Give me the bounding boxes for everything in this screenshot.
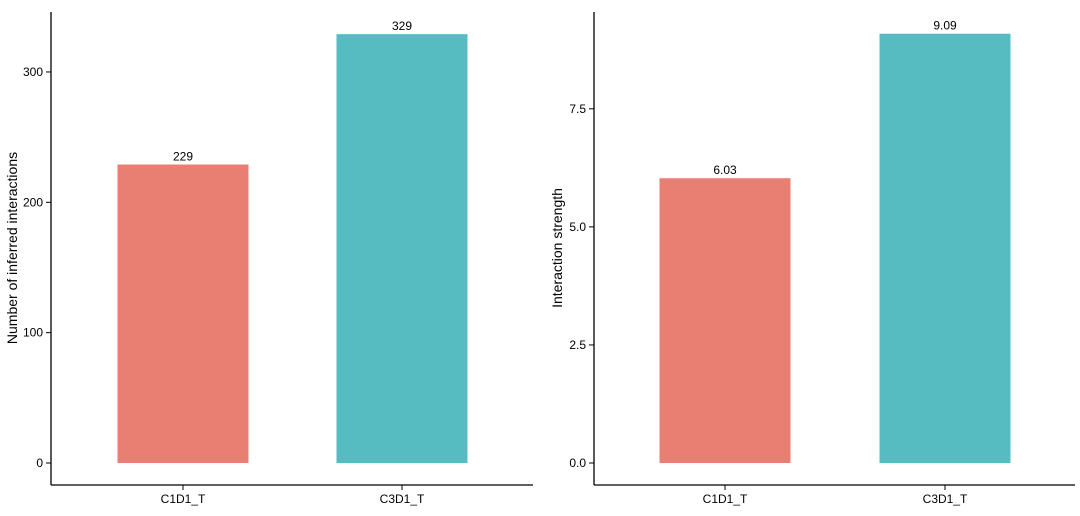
x-tick-label: C3D1_T bbox=[923, 492, 968, 506]
bar-c3d1-t bbox=[879, 33, 1011, 463]
y-axis-title: Number of inferred interactions bbox=[4, 152, 20, 344]
panel-interaction-strength: Interaction strength 0.0 2.5 5.0 7.5 6.03 C1D… bbox=[549, 12, 1075, 506]
y-tick-label: 300 bbox=[23, 65, 43, 79]
y-tick-label: 100 bbox=[23, 326, 43, 340]
data-label: 6.03 bbox=[713, 163, 737, 177]
data-label: 229 bbox=[173, 150, 193, 164]
y-tick-label: 0.0 bbox=[569, 456, 586, 470]
y-axis-title: Interaction strength bbox=[549, 188, 565, 308]
bar-c1d1-t bbox=[659, 178, 791, 463]
panel-inferred-interactions: Number of inferred interactions 0 100 200 3… bbox=[4, 12, 533, 506]
data-label: 329 bbox=[392, 19, 412, 33]
y-tick-label: 7.5 bbox=[569, 102, 586, 116]
y-tick-label: 5.0 bbox=[569, 220, 586, 234]
data-label: 9.09 bbox=[933, 19, 957, 33]
y-tick-label: 2.5 bbox=[569, 338, 586, 352]
x-tick-label: C1D1_T bbox=[703, 492, 748, 506]
x-tick-label: C1D1_T bbox=[161, 492, 206, 506]
bar-c1d1-t bbox=[117, 164, 249, 463]
x-tick-label: C3D1_T bbox=[380, 492, 425, 506]
y-tick-label: 200 bbox=[23, 195, 43, 209]
bar-c3d1-t bbox=[336, 34, 468, 463]
y-tick-label: 0 bbox=[36, 456, 43, 470]
